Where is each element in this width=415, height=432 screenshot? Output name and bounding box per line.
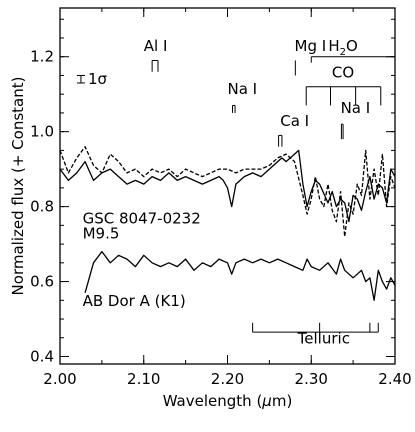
y-tick-label: 1.2	[30, 48, 54, 66]
x-tick-label: 2.20	[211, 370, 244, 388]
x-tick-label: 2.00	[43, 370, 76, 388]
x-tick-label: 2.10	[127, 370, 160, 388]
line-label: Na I	[341, 99, 371, 117]
line-label: Mg I	[295, 37, 327, 55]
line-label: Al I	[144, 37, 168, 55]
h2o-text: H	[328, 37, 339, 55]
h2o-text: O	[346, 37, 358, 55]
line-label: Ca I	[280, 112, 309, 130]
x-axis-label-part: m)	[272, 392, 292, 410]
y-tick-label: 0.4	[30, 348, 54, 366]
series-line-2	[84, 250, 396, 301]
x-axis-label-part: Wavelength (	[163, 392, 263, 410]
h2o-subscript: 2	[340, 47, 346, 58]
axis-ticks: 2.00 2.10 2.20 2.30 2.40 0.4 0.6 0.8 1.0 1.2	[30, 8, 412, 388]
series-line-1	[59, 146, 396, 238]
y-tick-label: 1.0	[30, 123, 54, 141]
x-axis-label: Wavelength (μm)	[163, 392, 293, 410]
x-tick-label: 2.40	[378, 370, 411, 388]
co-band-label: CO	[332, 63, 354, 81]
plot-frame	[59, 7, 396, 365]
star-label: AB Dor A (K1)	[83, 292, 186, 310]
y-tick-label: 0.6	[30, 273, 54, 291]
error-bar-label: 1σ	[88, 70, 108, 88]
y-axis-label: Normalized flux (+ Constant)	[9, 77, 27, 296]
telluric-label: Telluric	[297, 329, 350, 347]
series-layer	[59, 146, 396, 301]
y-tick-label: 0.8	[30, 198, 54, 216]
series-line-0	[59, 149, 396, 223]
x-axis-label-mu: μ	[261, 392, 272, 410]
line-label: Na I	[228, 80, 258, 98]
h2o-band-label: H2O	[328, 37, 357, 58]
star-label: GSC 8047-0232	[83, 209, 201, 227]
star-label: M9.5	[83, 224, 120, 242]
x-tick-label: 2.30	[295, 370, 328, 388]
